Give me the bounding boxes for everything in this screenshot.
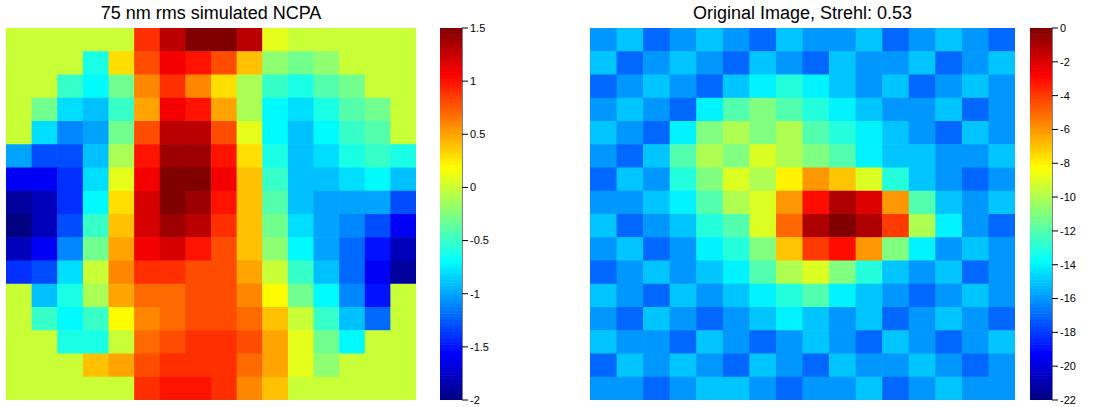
svg-text:-6: -6 [1060,123,1070,135]
svg-text:-12: -12 [1060,225,1076,237]
svg-text:0: 0 [470,181,476,193]
svg-text:1: 1 [470,75,476,87]
html-text:75 nm rms simulated NCPA: 75 nm rms simulated NCPA [100,3,322,23]
svg-text:1.5: 1.5 [470,22,485,34]
svg-text:-8: -8 [1060,157,1070,169]
svg-text:-1: -1 [470,288,480,300]
svg-text:-0.5: -0.5 [470,234,489,246]
svg-text:0.5: 0.5 [470,128,485,140]
svg-text:-10: -10 [1060,191,1076,203]
svg-text:-1.5: -1.5 [470,341,489,353]
svg-text:0: 0 [1060,22,1066,34]
svg-text:-14: -14 [1060,259,1076,271]
svg-text:-4: -4 [1060,90,1070,102]
html-text:Original Image, Strehl: 0.53: Original Image, Strehl: 0.53 [692,3,913,23]
svg-text:-2: -2 [470,394,480,406]
svg-text:-22: -22 [1060,394,1076,406]
svg-text:-2: -2 [1060,56,1070,68]
svg-text:-20: -20 [1060,360,1076,372]
svg-text:-16: -16 [1060,292,1076,304]
svg-text:-18: -18 [1060,326,1076,338]
